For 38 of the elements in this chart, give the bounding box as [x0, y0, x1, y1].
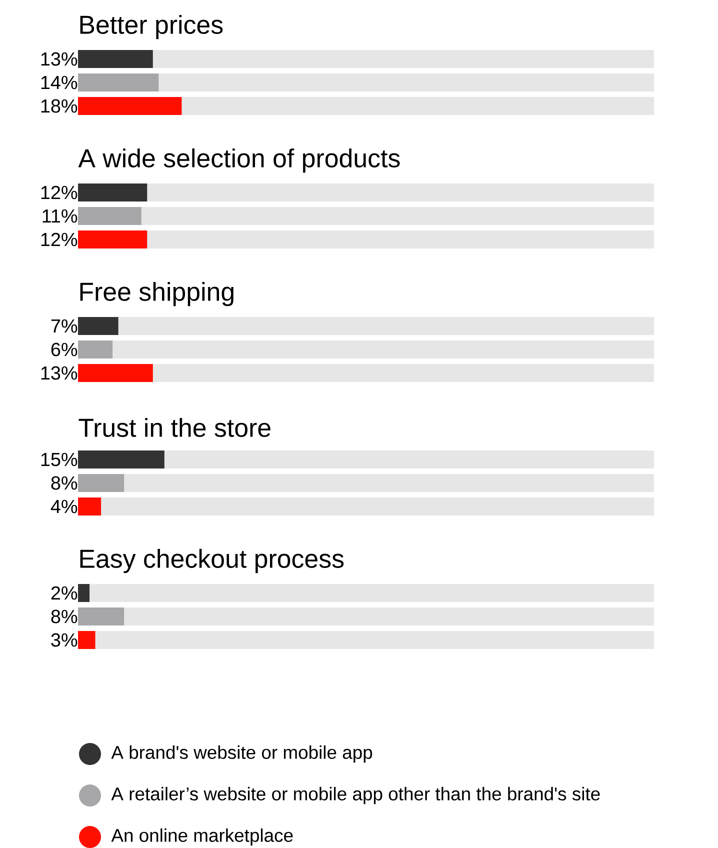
bar [78, 498, 102, 516]
bar [78, 631, 96, 650]
legend-label: A brand's website or mobile app [111, 745, 372, 763]
bar [78, 584, 90, 602]
data-label: 6% [51, 342, 78, 356]
data-label: 8% [51, 476, 78, 490]
y-tick-label: A wide selection of products [78, 148, 400, 173]
bar [78, 74, 159, 92]
data-label: 13% [41, 52, 78, 66]
bar [78, 50, 153, 68]
data-label: 3% [51, 633, 78, 647]
data-label: 15% [41, 452, 78, 466]
data-label: 4% [50, 500, 78, 514]
data-label: 7% [51, 319, 78, 333]
y-tick-label: Easy checkout process [80, 548, 344, 574]
data-label: 12% [41, 232, 78, 246]
y-tick-label: Trust in the store [78, 418, 270, 438]
legend-label: A retailer’s website or mobile app other than the brand's site [111, 786, 600, 804]
data-label: 14% [41, 76, 78, 90]
legend-label: An online marketplace [111, 828, 293, 846]
data-label: 11% [42, 209, 78, 223]
y-tick-label: Free shipping [80, 282, 234, 306]
data-label: 13% [41, 366, 78, 380]
y-tick-label: Better prices [80, 14, 223, 40]
data-label: 2% [51, 586, 78, 600]
bar [78, 608, 124, 626]
bar [78, 340, 113, 359]
bar [78, 230, 148, 249]
bar [78, 97, 182, 116]
bar [78, 364, 153, 382]
bar [78, 317, 118, 336]
data-label: 18% [41, 99, 78, 113]
bar [78, 184, 148, 202]
bar [78, 450, 164, 469]
bar [78, 474, 124, 492]
data-label: 12% [41, 186, 78, 200]
bar [78, 207, 142, 226]
data-label: 8% [51, 610, 78, 624]
